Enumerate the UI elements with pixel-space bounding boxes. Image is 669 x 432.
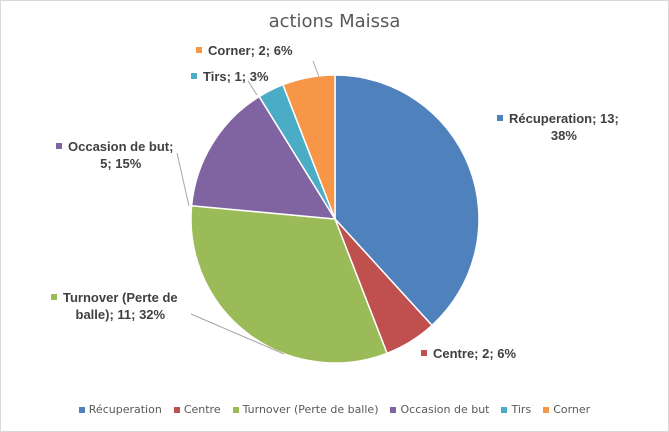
chart-legend: Récuperation Centre Turnover (Perte de bal… [1, 403, 668, 416]
legend-item: Turnover (Perte de balle) [232, 403, 379, 416]
chart-title: actions Maissa [268, 11, 401, 32]
data-label-marker [191, 73, 197, 79]
data-label: Centre; 2; 6% [433, 346, 517, 361]
legend-swatch [543, 406, 550, 413]
legend-swatch [78, 406, 85, 413]
legend-swatch [232, 406, 239, 413]
legend-swatch [173, 406, 180, 413]
leader-line [176, 152, 190, 207]
legend-item: Centre [173, 403, 221, 416]
legend-label: Centre [183, 403, 221, 416]
data-label-marker [196, 47, 202, 53]
legend-label: Récuperation [88, 403, 162, 416]
legend-label: Tirs [511, 403, 532, 416]
legend-label: Occasion de but [400, 403, 490, 416]
legend-item: Récuperation [78, 403, 162, 416]
pie-slice-turnover-perte-de-balle [190, 204, 388, 364]
data-label-marker [56, 143, 62, 149]
pie-slice-corner [282, 74, 336, 220]
legend-swatch [501, 406, 508, 413]
data-label: Occasion de but; 5; 15% [68, 139, 173, 171]
legend-item: Tirs [501, 403, 531, 416]
data-label: Turnover (Perte de balle); 11; 32% [63, 290, 178, 322]
data-label: Corner; 2; 6% [208, 43, 293, 58]
data-label-marker [51, 294, 57, 300]
legend-item: Occasion de but [390, 403, 489, 416]
leader-line [312, 60, 320, 78]
leader-line [190, 313, 285, 355]
leader-line [247, 80, 258, 96]
pie-slice-occasion-de-but [190, 95, 337, 220]
pie-slice-r-cuperation [334, 74, 480, 327]
data-label-marker [421, 350, 427, 356]
legend-label: Turnover (Perte de balle) [242, 403, 379, 416]
data-label: Tirs; 1; 3% [203, 69, 269, 84]
data-label-marker [497, 115, 503, 121]
pie-chart: Récuperation; 13; 38% Centre; 2; 6% Turnove… [51, 43, 619, 364]
legend-label: Corner [553, 403, 591, 416]
data-label: Récuperation; 13; 38% [509, 111, 619, 143]
legend-swatch [390, 406, 397, 413]
legend-item: Corner [543, 403, 590, 416]
